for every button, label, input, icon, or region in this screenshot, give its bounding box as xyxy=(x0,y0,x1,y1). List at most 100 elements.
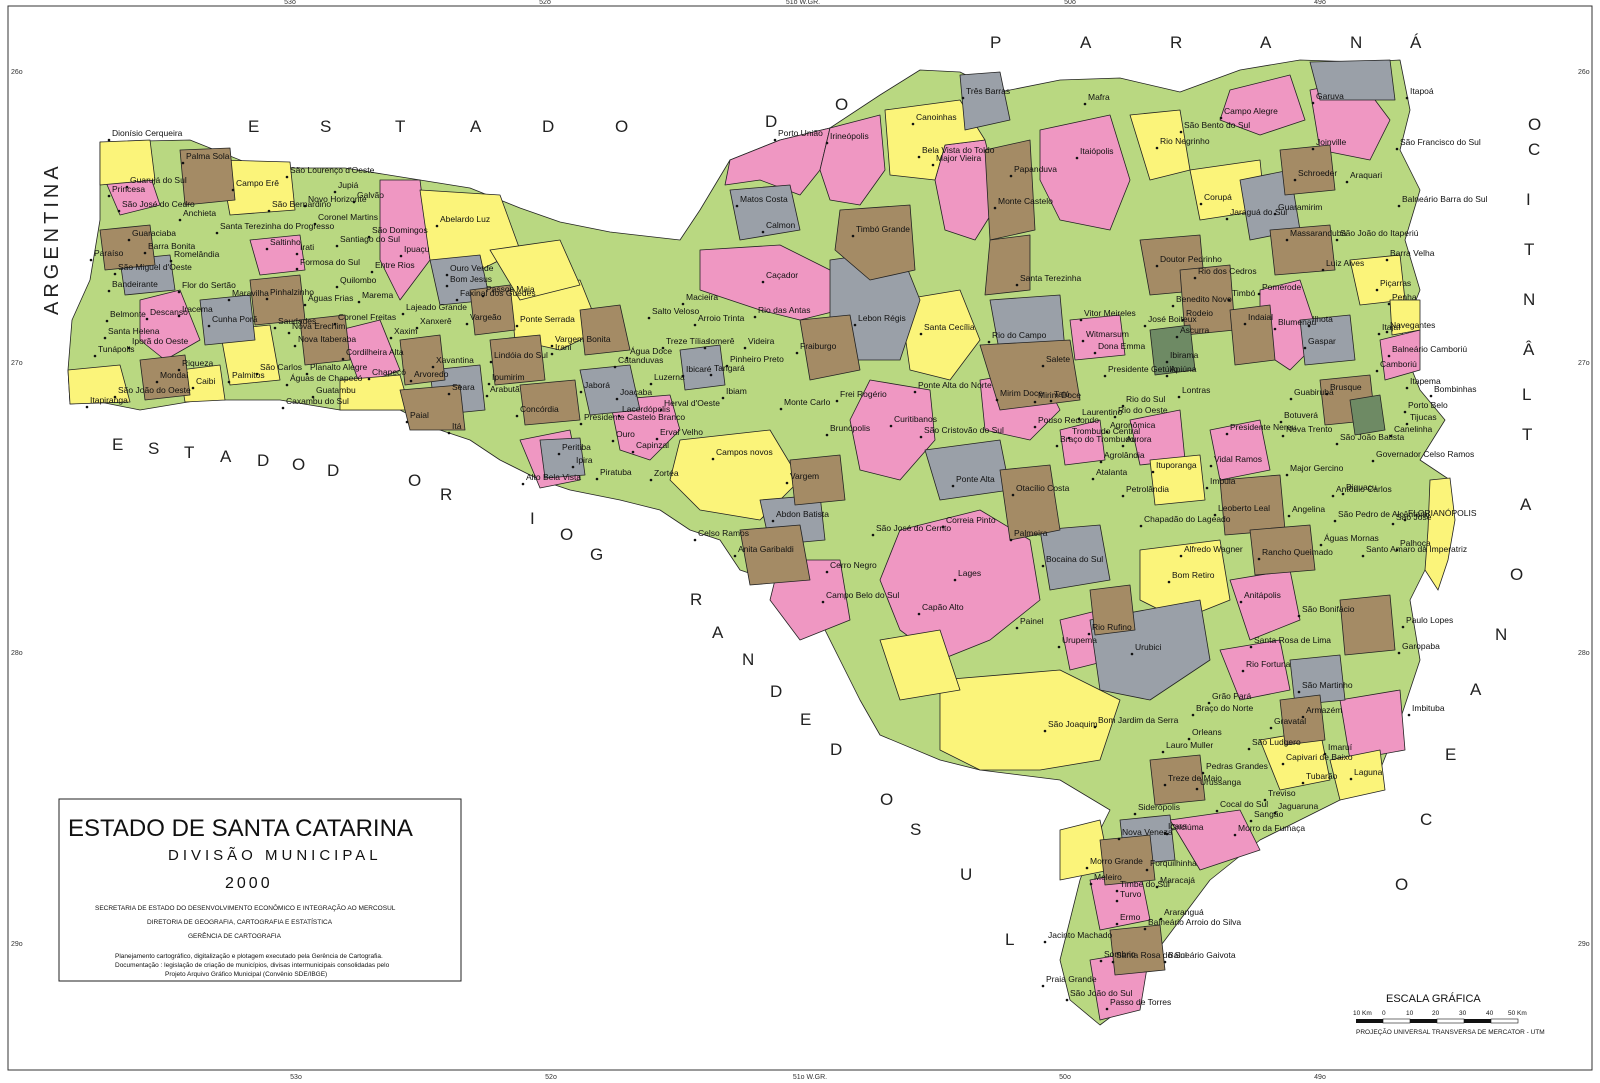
city-dot xyxy=(1043,729,1047,733)
city-label: Planalto Alegre xyxy=(310,362,367,372)
estado-letter: E xyxy=(248,117,259,136)
city-label: Trombudo Central xyxy=(1072,426,1140,436)
frame-coords-bottom: 53o 52o 51o W.GR. 50o 49o xyxy=(290,1074,1326,1081)
city-dot xyxy=(1341,492,1345,496)
city-dot xyxy=(1349,777,1353,781)
region-lages xyxy=(879,509,1041,661)
city-label: Ouro Verde xyxy=(450,263,494,273)
scale-bar-seg xyxy=(1356,1019,1383,1023)
city-label: Salete xyxy=(1046,354,1070,364)
region-saltinho xyxy=(249,234,306,276)
region-descanso xyxy=(139,289,201,361)
city-label: Ouro xyxy=(616,429,635,439)
city-label: Petrolândia xyxy=(1126,484,1169,494)
city-label: Vargem xyxy=(790,471,819,481)
city-label: Itajaí xyxy=(1382,322,1401,332)
city-label: Nova Trento xyxy=(1286,424,1333,434)
city-label: Araranguá xyxy=(1164,907,1204,917)
city-dot xyxy=(93,354,97,358)
city-label: Presidente Getúlio xyxy=(1108,364,1178,374)
city-label: Timbó xyxy=(1232,288,1256,298)
scale-bar-seg xyxy=(1382,1018,1411,1024)
city-label: Ponte Serrada xyxy=(520,314,575,324)
city-label: São José do Cerrito xyxy=(876,523,951,533)
city-label: Bom Jesus xyxy=(450,274,492,284)
city-label: Galvão xyxy=(357,190,384,200)
city-dot xyxy=(1395,548,1399,552)
city-dot xyxy=(1015,626,1019,630)
city-dot xyxy=(1241,669,1245,673)
parana-letter: N xyxy=(1350,33,1362,52)
city-dot xyxy=(693,538,697,542)
city-dot xyxy=(1077,417,1081,421)
coord-top-52: 52o xyxy=(539,0,551,6)
city-dot xyxy=(1405,386,1409,390)
city-dot xyxy=(613,365,617,369)
city-label: Agronômica xyxy=(1110,420,1156,430)
city-dot xyxy=(721,396,725,400)
coord-bottom-50: 50o xyxy=(1059,1074,1071,1081)
city-dot xyxy=(1371,459,1375,463)
city-label: Urubici xyxy=(1135,642,1162,652)
city-dot xyxy=(743,346,747,350)
city-dot xyxy=(1319,543,1323,547)
city-label: São Lourenço d'Oeste xyxy=(290,165,375,175)
city-label: Monte Carlo xyxy=(784,397,831,407)
city-label: Bela Vista do Toldo xyxy=(922,145,995,155)
city-label: Palmeira xyxy=(1014,528,1048,538)
city-dot xyxy=(1121,444,1125,448)
city-dot xyxy=(113,272,117,276)
city-dot xyxy=(1405,422,1409,426)
region-gaspar xyxy=(1299,314,1356,366)
region-treviso xyxy=(1149,754,1206,806)
city-dot xyxy=(1165,360,1169,364)
city-dot xyxy=(693,323,697,327)
city-dot xyxy=(1055,444,1059,448)
city-label: Marema xyxy=(362,290,393,300)
city-label: Rancho Queimado xyxy=(1262,547,1333,557)
city-dot xyxy=(1155,146,1159,150)
scale-bar-seg xyxy=(1410,1019,1437,1023)
coord-right-26: 26o xyxy=(1578,69,1590,76)
city-label: Entre Rios xyxy=(375,260,415,270)
city-dot xyxy=(305,372,309,376)
city-dot xyxy=(941,525,945,529)
region-schroeder xyxy=(1279,144,1336,196)
city-label: Atalanta xyxy=(1096,467,1127,477)
city-dot xyxy=(178,218,182,222)
city-label: Ponte Alta xyxy=(956,474,995,484)
city-label: Orleans xyxy=(1192,727,1222,737)
city-dot xyxy=(647,316,651,320)
city-dot xyxy=(1323,752,1327,756)
frame-coords-top: 53o 52o 51o W.GR. 50o 49o xyxy=(284,0,1326,6)
region-campos-novos xyxy=(669,429,801,521)
city-label: Princesa xyxy=(112,184,145,194)
city-label: Pinhalzinho xyxy=(270,287,314,297)
estado-letter: D xyxy=(542,117,554,136)
scale-bar-seg xyxy=(1464,1019,1491,1023)
city-dot xyxy=(409,379,413,383)
region-cacador xyxy=(699,244,841,321)
city-label: Bom Jardim da Serra xyxy=(1098,715,1179,725)
city-dot xyxy=(761,230,765,234)
city-label: Caibi xyxy=(196,376,215,386)
city-label: Cerro Negro xyxy=(830,560,877,570)
city-dot xyxy=(1387,354,1391,358)
city-dot xyxy=(405,420,409,424)
city-dot xyxy=(1201,771,1205,775)
rio-grande-label: E S T A D O D O R I O G R A N D E D O S … xyxy=(112,435,1014,949)
city-dot xyxy=(1331,494,1335,498)
note-line-1: Planejamento cartográfico, digitalização… xyxy=(115,953,383,960)
city-dot xyxy=(227,298,231,302)
ocean-letter: O xyxy=(1528,115,1541,134)
region-rio-fortuna xyxy=(1219,639,1291,701)
city-dot xyxy=(1133,812,1137,816)
city-label: Maravilha xyxy=(232,288,269,298)
region-braco-trombudo xyxy=(1059,419,1106,466)
ocean-letter: N xyxy=(1495,625,1507,644)
city-label: Palmitos xyxy=(232,370,265,380)
city-label: Joaçaba xyxy=(620,387,652,397)
city-label: Monte Castelo xyxy=(998,196,1053,206)
city-label: Meleiro xyxy=(1094,872,1122,882)
